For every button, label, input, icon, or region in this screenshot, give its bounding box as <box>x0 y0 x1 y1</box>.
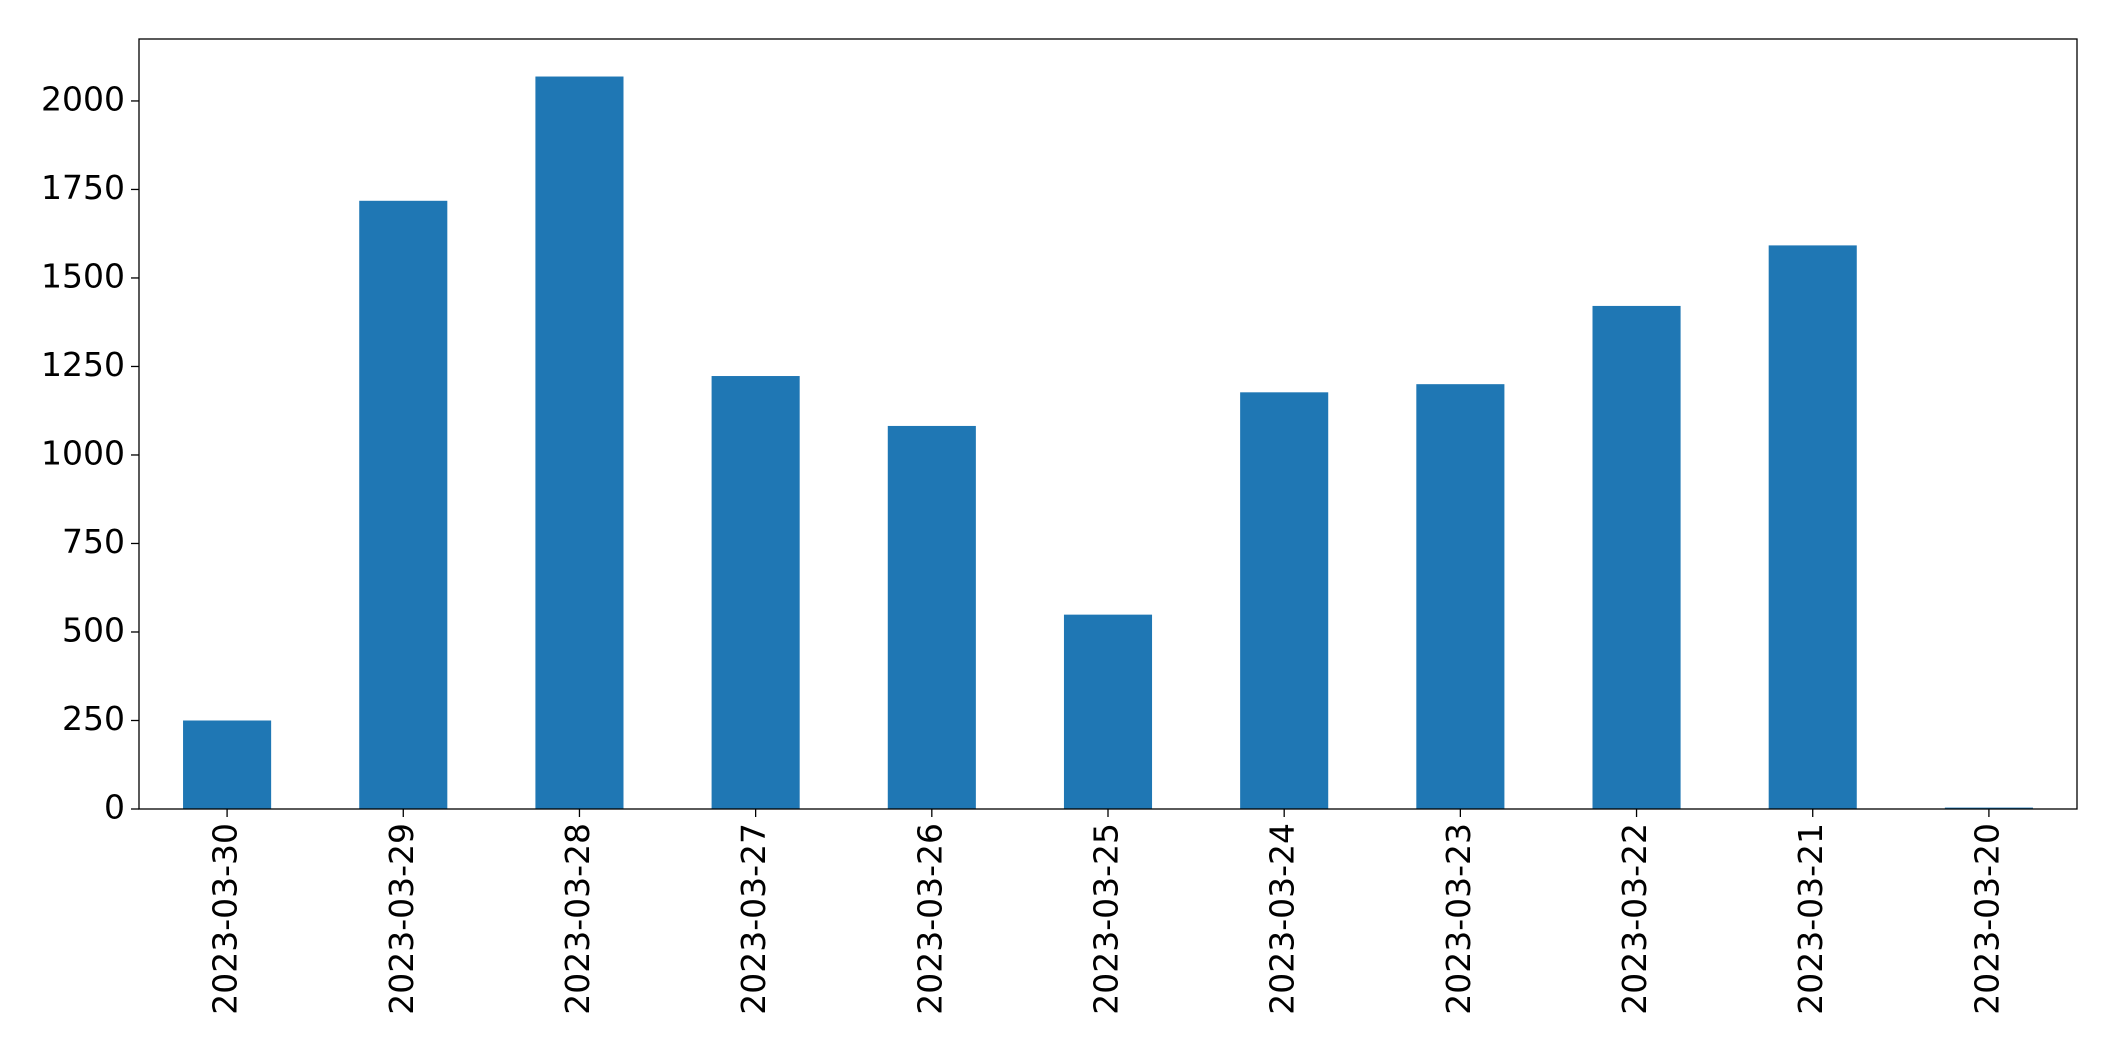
y-tick-label: 250 <box>62 699 125 738</box>
y-tick-label: 1000 <box>41 433 125 472</box>
plot-frame <box>138 38 2078 810</box>
bar <box>1416 384 1505 809</box>
x-tick-label: 2023-03-26 <box>910 823 949 1015</box>
bar <box>1768 245 1857 810</box>
bar <box>535 76 624 810</box>
y-tick-label: 1500 <box>41 256 125 295</box>
bar <box>183 720 272 809</box>
y-tick-label: 750 <box>62 522 125 561</box>
x-tick-label: 2023-03-25 <box>1087 823 1126 1015</box>
y-tick-label: 2000 <box>41 79 125 118</box>
bar <box>711 376 800 809</box>
x-tick-label: 2023-03-20 <box>1967 823 2006 1015</box>
bar <box>1063 614 1153 809</box>
x-tick-label: 2023-03-21 <box>1791 823 1830 1015</box>
x-tick-label: 2023-03-22 <box>1615 823 1654 1015</box>
bar <box>1944 807 2033 809</box>
y-tick-label: 1250 <box>41 345 125 384</box>
x-tick-label: 2023-03-27 <box>734 823 773 1015</box>
x-tick-label: 2023-03-23 <box>1439 823 1478 1015</box>
bar <box>887 425 976 809</box>
x-tick-label: 2023-03-24 <box>1263 823 1302 1015</box>
bar <box>359 200 448 809</box>
y-tick-label: 0 <box>104 788 125 827</box>
bar <box>1240 392 1329 809</box>
y-tick-label: 1750 <box>41 168 125 207</box>
x-tick-label: 2023-03-30 <box>206 823 245 1015</box>
x-tick-label: 2023-03-28 <box>558 823 597 1015</box>
y-tick-label: 500 <box>62 610 125 649</box>
x-tick-label: 2023-03-29 <box>382 823 421 1015</box>
bar <box>1592 305 1681 809</box>
